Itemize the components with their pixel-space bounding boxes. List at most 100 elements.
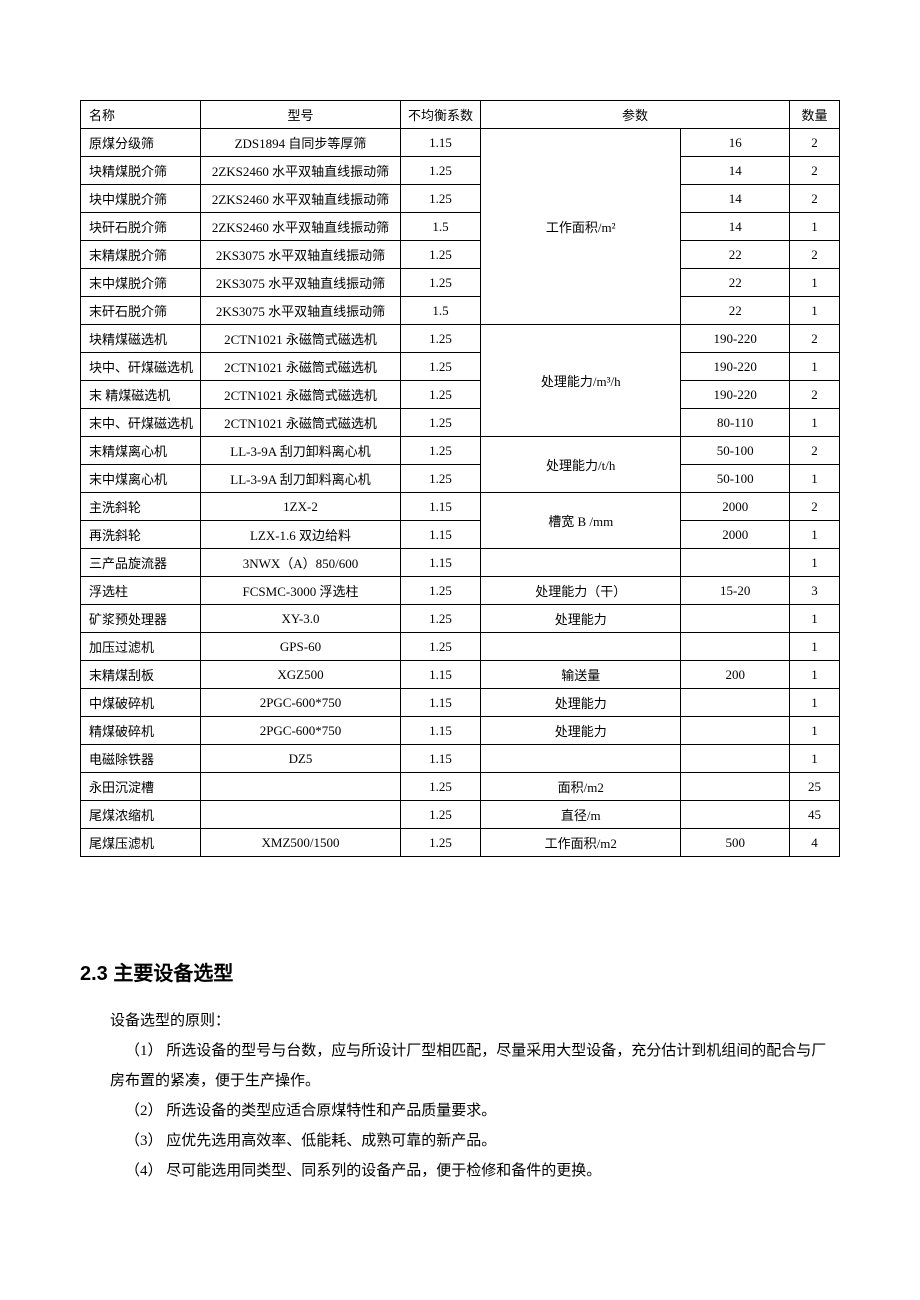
cell-name: 块精煤磁选机 — [81, 325, 201, 353]
section-heading: 2.3 主要设备选型 — [80, 957, 840, 986]
cell-param-label: 处理能力/m³/h — [481, 325, 681, 437]
cell-param-value — [681, 773, 790, 801]
cell-coef: 1.25 — [401, 801, 481, 829]
cell-qty: 1 — [790, 633, 840, 661]
cell-qty: 1 — [790, 661, 840, 689]
cell-name: 电磁除铁器 — [81, 745, 201, 773]
table-row: 原煤分级筛ZDS1894 自同步等厚筛1.15工作面积/m²162 — [81, 129, 840, 157]
cell-coef: 1.25 — [401, 185, 481, 213]
table-header-row: 名称 型号 不均衡系数 参数 数量 — [81, 101, 840, 129]
cell-param-value — [681, 745, 790, 773]
cell-name: 加压过滤机 — [81, 633, 201, 661]
table-row: 块中煤脱介筛2ZKS2460 水平双轴直线振动筛1.25142 — [81, 185, 840, 213]
cell-name: 末中煤离心机 — [81, 465, 201, 493]
cell-param-label: 处理能力（干） — [481, 577, 681, 605]
cell-coef: 1.25 — [401, 633, 481, 661]
cell-param-value: 2000 — [681, 493, 790, 521]
cell-qty: 2 — [790, 129, 840, 157]
cell-name: 末矸石脱介筛 — [81, 297, 201, 325]
cell-param-value: 22 — [681, 241, 790, 269]
cell-name: 原煤分级筛 — [81, 129, 201, 157]
principle-item: （4） 尽可能选用同类型、同系列的设备产品，便于检修和备件的更换。 — [80, 1156, 840, 1186]
cell-param-label: 直径/m — [481, 801, 681, 829]
cell-model: XMZ500/1500 — [201, 829, 401, 857]
cell-model: XGZ500 — [201, 661, 401, 689]
cell-name: 末 精煤磁选机 — [81, 381, 201, 409]
principle-item: （1） 所选设备的型号与台数，应与所设计厂型相匹配，尽量采用大型设备，充分估计到… — [80, 1036, 840, 1096]
cell-coef: 1.25 — [401, 241, 481, 269]
cell-name: 末精煤脱介筛 — [81, 241, 201, 269]
cell-qty: 45 — [790, 801, 840, 829]
cell-model: 2KS3075 水平双轴直线振动筛 — [201, 297, 401, 325]
cell-param-value: 500 — [681, 829, 790, 857]
cell-name: 三产品旋流器 — [81, 549, 201, 577]
cell-coef: 1.15 — [401, 689, 481, 717]
cell-param-value: 80-110 — [681, 409, 790, 437]
cell-qty: 1 — [790, 465, 840, 493]
cell-name: 再洗斜轮 — [81, 521, 201, 549]
cell-qty: 1 — [790, 409, 840, 437]
table-row: 矿浆预处理器XY-3.01.25处理能力1 — [81, 605, 840, 633]
cell-qty: 1 — [790, 353, 840, 381]
cell-name: 块精煤脱介筛 — [81, 157, 201, 185]
table-row: 末精煤脱介筛2KS3075 水平双轴直线振动筛1.25222 — [81, 241, 840, 269]
cell-param-label: 输送量 — [481, 661, 681, 689]
cell-name: 浮选柱 — [81, 577, 201, 605]
table-row: 精煤破碎机2PGC-600*7501.15处理能力1 — [81, 717, 840, 745]
cell-model: 2PGC-600*750 — [201, 689, 401, 717]
table-row: 末矸石脱介筛2KS3075 水平双轴直线振动筛1.5 221 — [81, 297, 840, 325]
cell-param-label: 工作面积/m2 — [481, 829, 681, 857]
table-row: 末精煤刮板XGZ5001.15输送量2001 — [81, 661, 840, 689]
cell-model: 2CTN1021 永磁筒式磁选机 — [201, 353, 401, 381]
cell-param-label: 处理能力 — [481, 717, 681, 745]
cell-model: 2KS3075 水平双轴直线振动筛 — [201, 241, 401, 269]
cell-coef: 1.25 — [401, 773, 481, 801]
cell-name: 块中煤脱介筛 — [81, 185, 201, 213]
cell-coef: 1.25 — [401, 269, 481, 297]
table-row: 末中煤脱介筛2KS3075 水平双轴直线振动筛1.25221 — [81, 269, 840, 297]
cell-param-label — [481, 633, 681, 661]
cell-coef: 1.15 — [401, 493, 481, 521]
cell-name: 主洗斜轮 — [81, 493, 201, 521]
cell-qty: 1 — [790, 605, 840, 633]
header-name: 名称 — [81, 101, 201, 129]
table-row: 三产品旋流器3NWX（A）850/6001.151 — [81, 549, 840, 577]
cell-model: 2PGC-600*750 — [201, 717, 401, 745]
header-qty: 数量 — [790, 101, 840, 129]
cell-model: FCSMC-3000 浮选柱 — [201, 577, 401, 605]
cell-model: 2CTN1021 永磁筒式磁选机 — [201, 409, 401, 437]
cell-name: 块矸石脱介筛 — [81, 213, 201, 241]
cell-coef: 1.25 — [401, 829, 481, 857]
table-row: 末中煤离心机LL-3-9A 刮刀卸料离心机1.2550-1001 — [81, 465, 840, 493]
cell-coef: 1.15 — [401, 717, 481, 745]
cell-name: 末精煤离心机 — [81, 437, 201, 465]
cell-param-value: 200 — [681, 661, 790, 689]
cell-name: 尾煤压滤机 — [81, 829, 201, 857]
cell-qty: 1 — [790, 521, 840, 549]
cell-model: 2ZKS2460 水平双轴直线振动筛 — [201, 213, 401, 241]
cell-model: 2CTN1021 永磁筒式磁选机 — [201, 325, 401, 353]
cell-coef: 1.15 — [401, 745, 481, 773]
cell-model — [201, 801, 401, 829]
cell-coef: 1.15 — [401, 661, 481, 689]
cell-qty: 2 — [790, 185, 840, 213]
cell-param-value: 50-100 — [681, 465, 790, 493]
cell-coef: 1.5 — [401, 297, 481, 325]
table-row: 块中、矸煤磁选机2CTN1021 永磁筒式磁选机1.25190-2201 — [81, 353, 840, 381]
equipment-table: 名称 型号 不均衡系数 参数 数量 原煤分级筛ZDS1894 自同步等厚筛1.1… — [80, 100, 840, 857]
cell-qty: 1 — [790, 297, 840, 325]
cell-coef: 1.25 — [401, 381, 481, 409]
cell-param-value: 22 — [681, 297, 790, 325]
cell-name: 末精煤刮板 — [81, 661, 201, 689]
cell-coef: 1.5 — [401, 213, 481, 241]
cell-param-value: 16 — [681, 129, 790, 157]
cell-param-value — [681, 689, 790, 717]
cell-param-label — [481, 745, 681, 773]
cell-model: ZDS1894 自同步等厚筛 — [201, 129, 401, 157]
principles-list: （1） 所选设备的型号与台数，应与所设计厂型相匹配，尽量采用大型设备，充分估计到… — [80, 1036, 840, 1186]
cell-param-value: 14 — [681, 157, 790, 185]
cell-param-label — [481, 549, 681, 577]
table-row: 块精煤脱介筛2ZKS2460 水平双轴直线振动筛1.25142 — [81, 157, 840, 185]
cell-coef: 1.25 — [401, 605, 481, 633]
cell-coef: 1.25 — [401, 437, 481, 465]
